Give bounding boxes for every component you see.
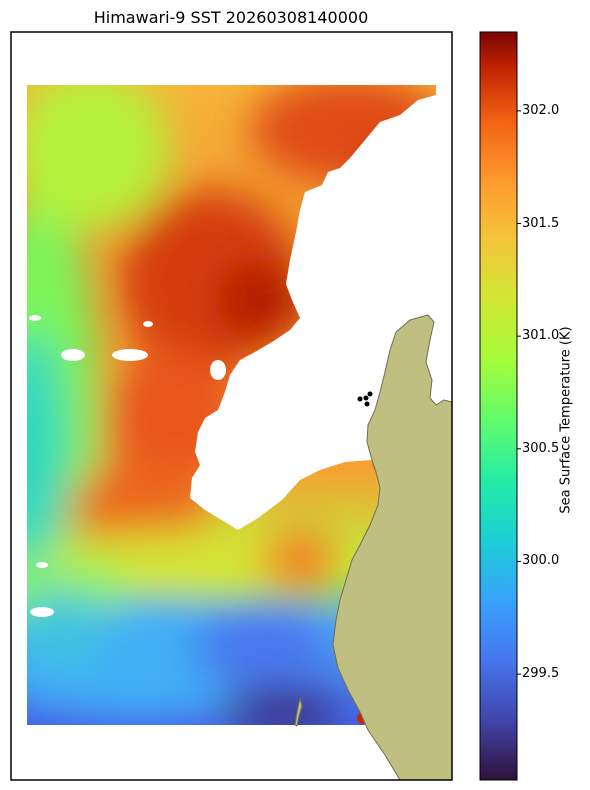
colorbar-tick-label: 301.5 <box>522 215 560 231</box>
colorbar-frame <box>479 31 518 781</box>
colorbar <box>479 31 521 781</box>
colorbar-tick-label: 301.0 <box>522 328 560 344</box>
map-frame <box>10 31 453 781</box>
colorbar-label: Sea Surface Temperature (K) <box>558 326 574 514</box>
islet-markers <box>357 391 373 407</box>
colorbar-tick-label: 300.5 <box>522 440 560 456</box>
map-title: Himawari-9 SST 20260308140000 <box>93 8 369 27</box>
colorbar-tick-label: 299.5 <box>522 666 560 682</box>
colorbar-tick-label: 300.0 <box>522 553 560 569</box>
colorbar-tick-label: 302.0 <box>522 102 560 118</box>
small-island <box>294 697 303 727</box>
colorbar-gradient <box>480 32 517 780</box>
coastline-land <box>332 314 452 780</box>
